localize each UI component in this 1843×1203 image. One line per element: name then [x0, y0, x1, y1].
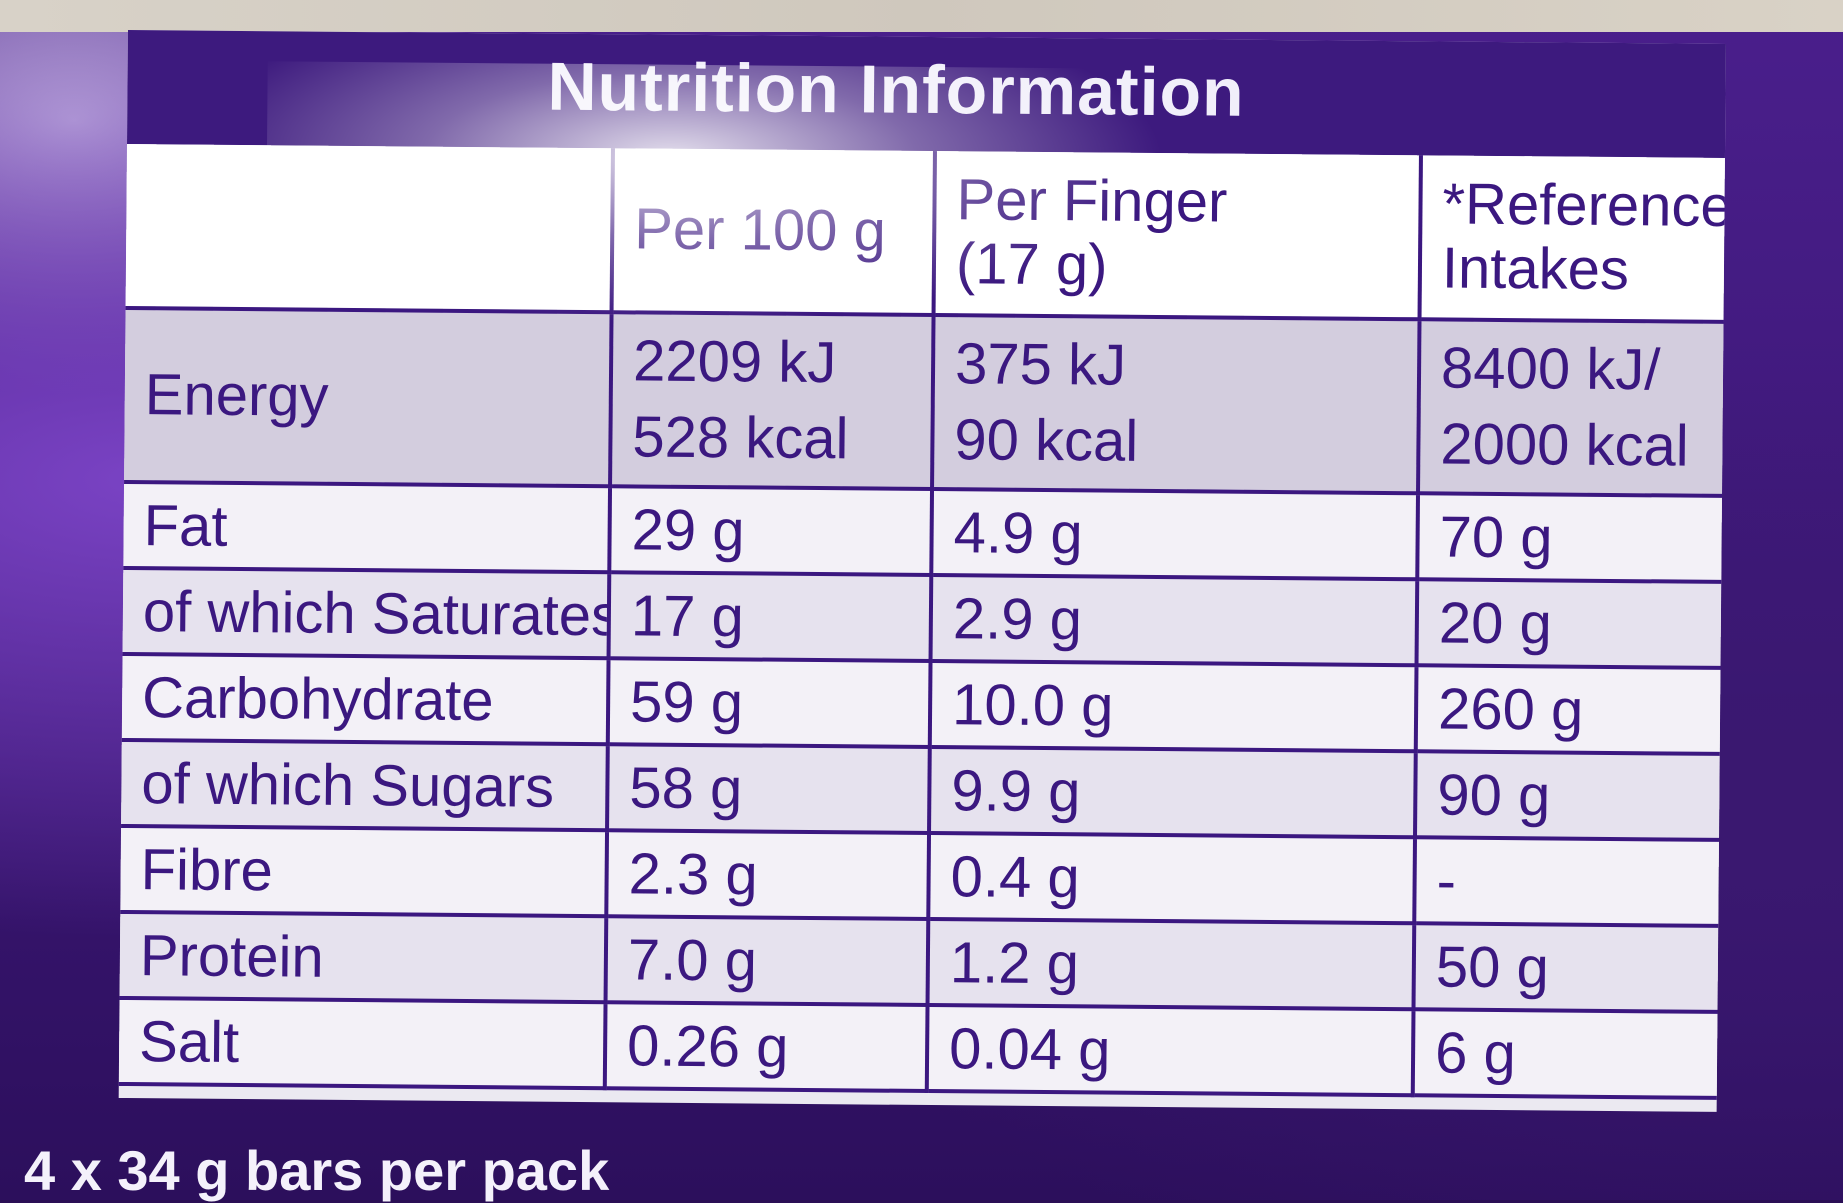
- value-per-finger: 0.04 g: [926, 1005, 1414, 1096]
- value-reference: 260 g: [1415, 665, 1721, 754]
- value-per-finger: 10.0 g: [929, 661, 1417, 752]
- header-per-finger-line-2: (17 g): [955, 231, 1108, 298]
- value-reference: 90 g: [1415, 751, 1720, 840]
- header-per-100g: Per 100 g: [611, 148, 935, 316]
- value-reference: 50 g: [1413, 923, 1719, 1012]
- nutrient-name: Salt: [118, 997, 606, 1089]
- value-reference-kcal: 2000 kcal: [1440, 411, 1690, 479]
- value-per-100g-kcal: 528 kcal: [632, 404, 849, 472]
- table-row-salt: Salt 0.26 g 0.04 g 6 g: [118, 997, 1718, 1098]
- value-per-100g: 2209 kJ 528 kcal: [610, 312, 934, 490]
- nutrient-name: Protein: [119, 911, 607, 1003]
- value-per-finger: 375 kJ 90 kcal: [932, 315, 1420, 494]
- value-reference: 6 g: [1412, 1009, 1718, 1098]
- header-per-100g-label: Per 100 g: [633, 196, 887, 264]
- nutrient-name: of which Saturates: [122, 567, 610, 659]
- value-reference: 8400 kJ/ 2000 kcal: [1418, 319, 1724, 496]
- value-per-100g: 29 g: [609, 486, 933, 576]
- value-reference: 70 g: [1417, 493, 1722, 582]
- pack-note: 4 x 34 g bars per pack: [24, 1139, 610, 1202]
- value-reference: 20 g: [1416, 579, 1722, 668]
- value-per-finger: 2.9 g: [930, 575, 1418, 666]
- table-row-energy: Energy 2209 kJ 528 kcal 375 kJ 90 kcal 8…: [124, 307, 1724, 496]
- table-row-saturates: of which Saturates 17 g 2.9 g 20 g: [122, 567, 1722, 668]
- value-per-100g: 2.3 g: [606, 830, 930, 920]
- value-per-finger-kj: 375 kJ: [954, 331, 1127, 398]
- value-per-100g: 58 g: [607, 744, 930, 834]
- table-row-sugars: of which Sugars 58 g 9.9 g 90 g: [121, 739, 1720, 840]
- header-reference-line-1: *Reference: [1442, 171, 1725, 240]
- table-row-carbohydrate: Carbohydrate 59 g 10.0 g 260 g: [121, 653, 1721, 754]
- header-per-finger: Per Finger (17 g): [933, 151, 1421, 320]
- header-reference-intakes: *Reference Intakes: [1419, 155, 1725, 322]
- nutrition-title: Nutrition Information: [547, 48, 1245, 131]
- value-per-100g: 7.0 g: [605, 916, 929, 1006]
- title-bar: Nutrition Information: [127, 30, 1726, 158]
- value-per-finger: 1.2 g: [927, 919, 1415, 1010]
- background-surface: [0, 0, 1843, 32]
- value-per-100g: 59 g: [607, 658, 931, 748]
- nutrient-name: Fibre: [120, 825, 608, 917]
- nutrient-name: Energy: [124, 307, 612, 487]
- value-per-100g: 17 g: [608, 572, 932, 662]
- value-per-100g-kj: 2209 kJ: [632, 328, 837, 396]
- nutrition-label: Nutrition Information Per 100 g Per Fing…: [118, 30, 1726, 1112]
- value-per-finger-kcal: 90 kcal: [954, 407, 1139, 474]
- value-per-finger: 9.9 g: [929, 747, 1416, 838]
- header-empty-cell: [125, 143, 613, 313]
- value-per-finger: 4.9 g: [931, 489, 1419, 580]
- value-per-finger: 0.4 g: [928, 833, 1416, 924]
- table-row-fat: Fat 29 g 4.9 g 70 g: [123, 481, 1722, 582]
- value-per-100g: 0.26 g: [604, 1002, 928, 1092]
- nutrient-name: Fat: [123, 481, 611, 573]
- value-reference: -: [1414, 837, 1719, 926]
- nutrition-table: Per 100 g Per Finger (17 g) *Reference I…: [118, 143, 1725, 1100]
- table-row-fibre: Fibre 2.3 g 0.4 g -: [120, 825, 1719, 926]
- nutrient-name: of which Sugars: [121, 739, 608, 831]
- table-row-protein: Protein 7.0 g 1.2 g 50 g: [119, 911, 1719, 1012]
- header-reference-line-2: Intakes: [1441, 235, 1630, 303]
- value-reference-kj: 8400 kJ/: [1440, 335, 1661, 403]
- nutrient-name: Carbohydrate: [121, 653, 609, 745]
- table-header-row: Per 100 g Per Finger (17 g) *Reference I…: [125, 143, 1725, 322]
- header-per-finger-line-1: Per Finger: [956, 167, 1228, 235]
